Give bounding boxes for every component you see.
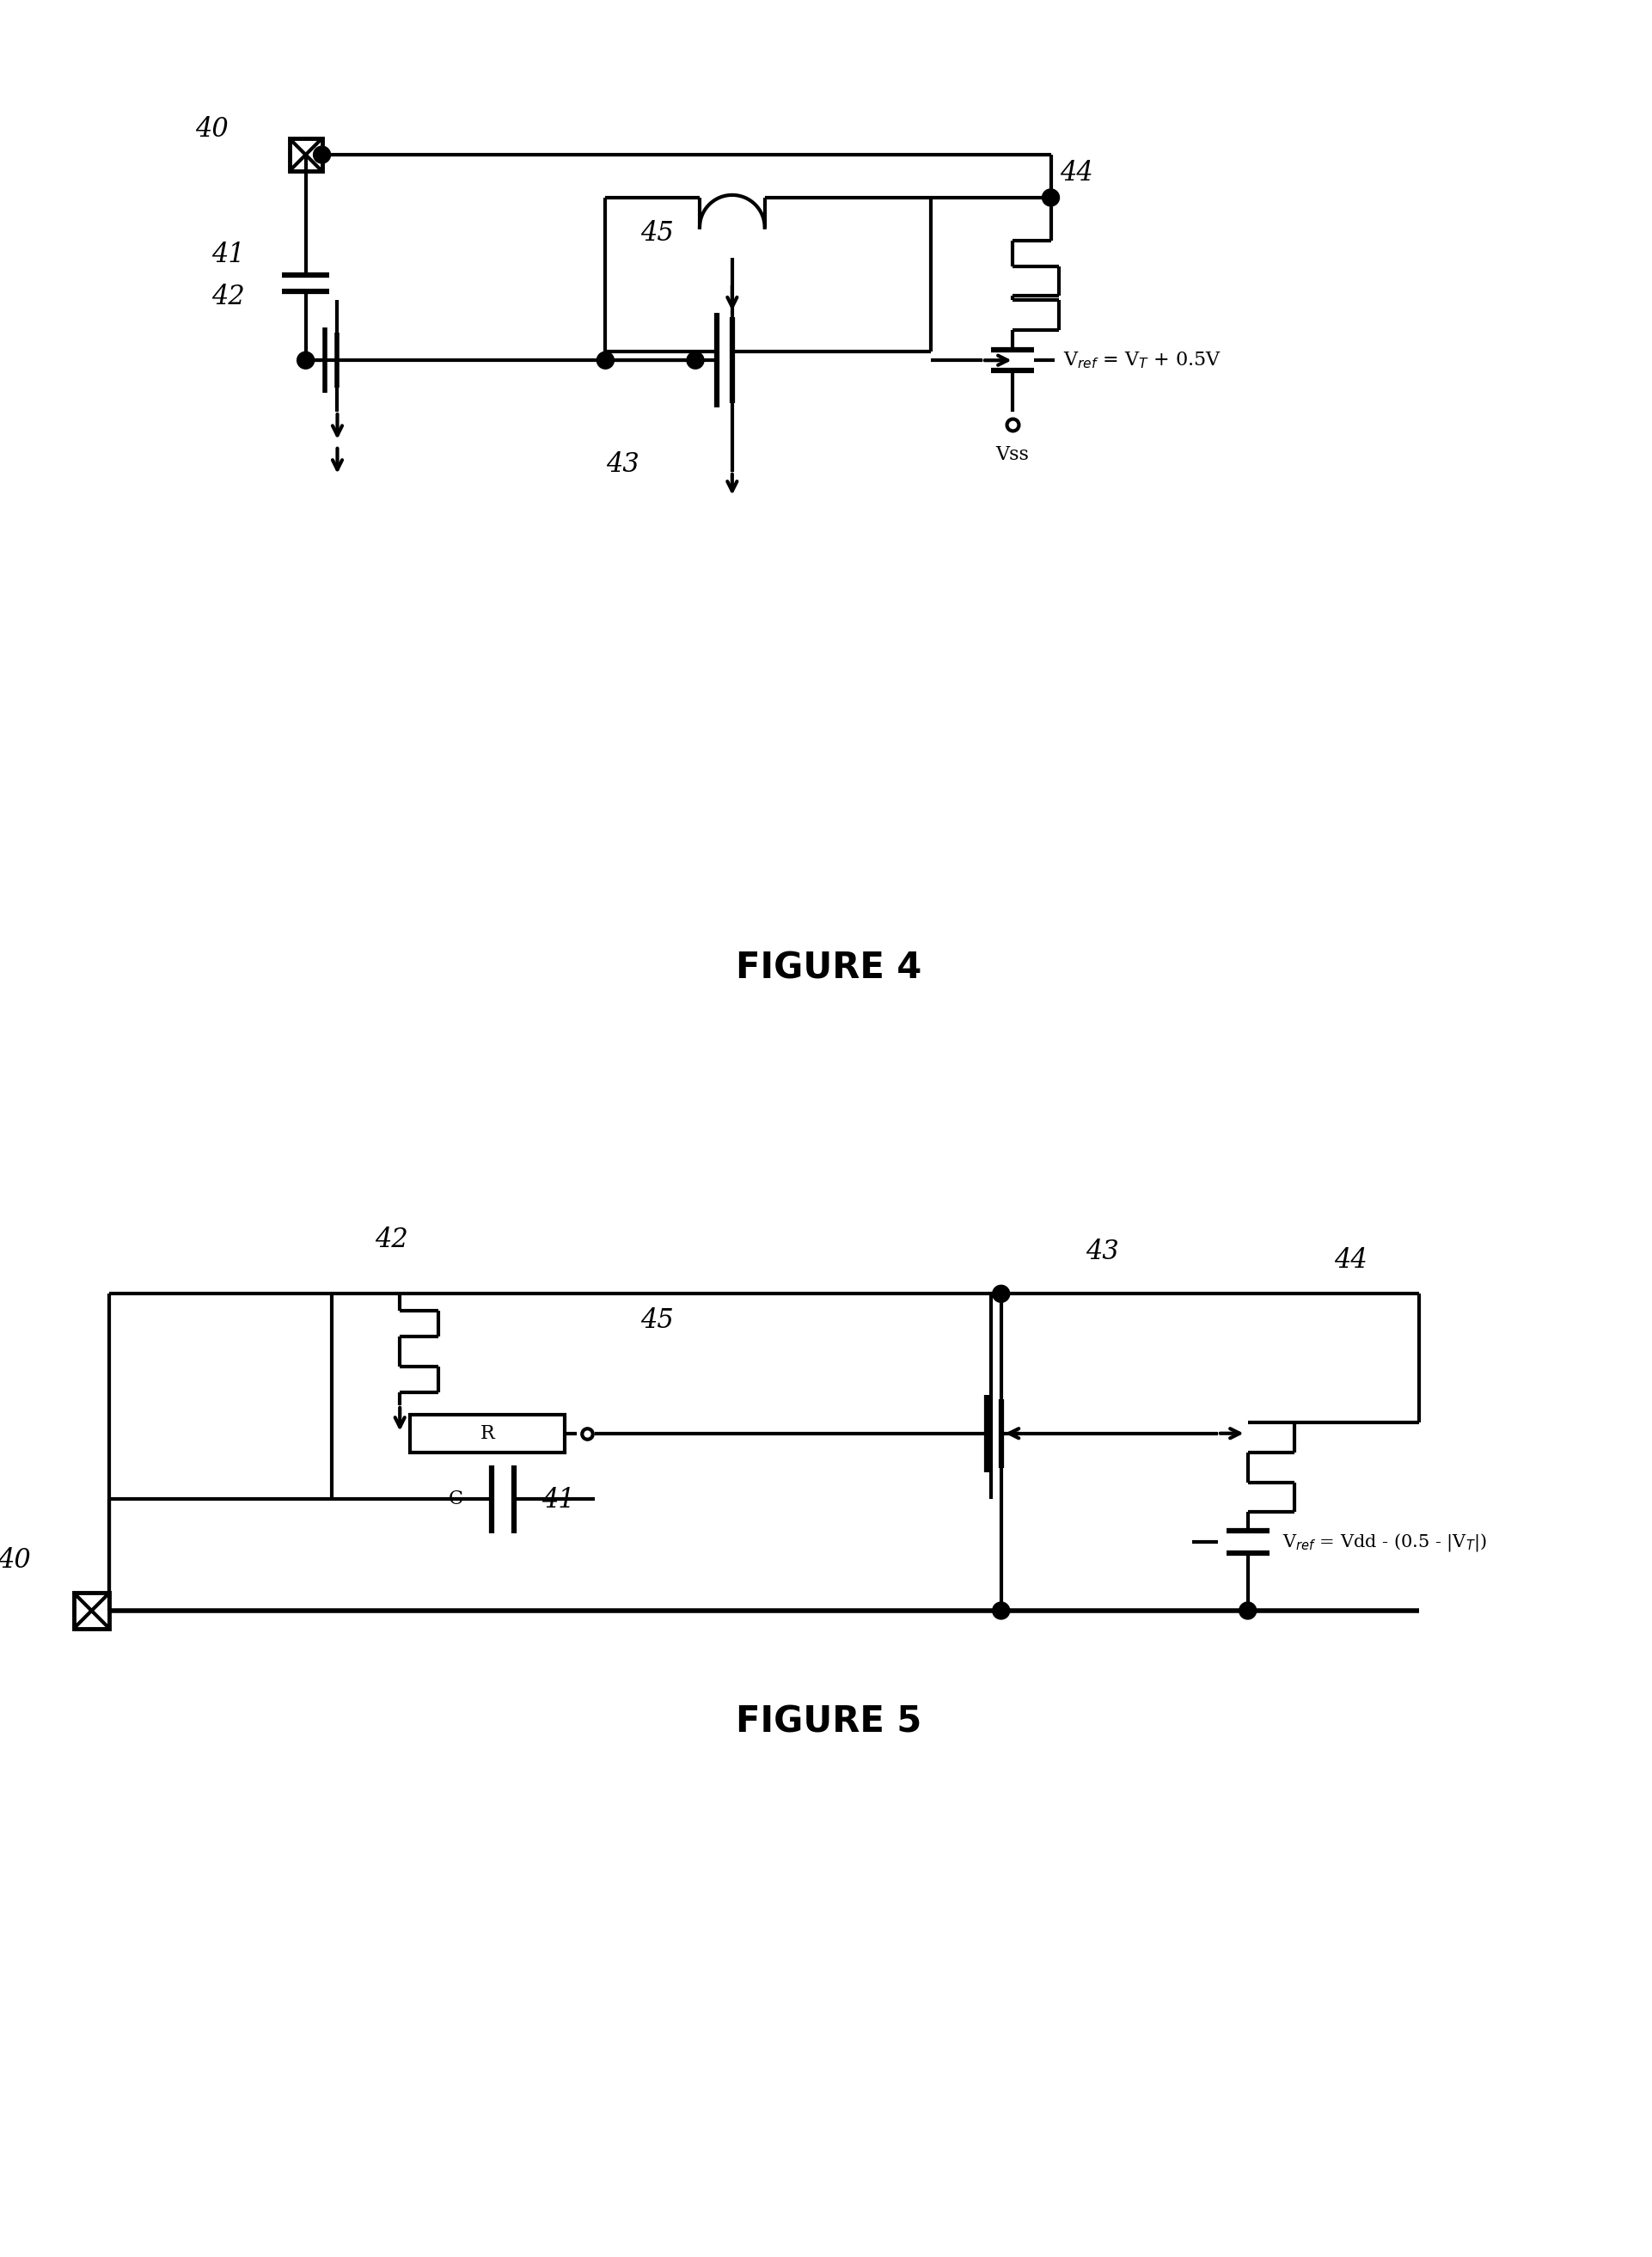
Text: R: R: [481, 1424, 494, 1442]
Circle shape: [314, 147, 330, 163]
Text: Vss: Vss: [996, 445, 1029, 465]
Text: 43: 43: [606, 451, 639, 478]
Text: 40: 40: [0, 1548, 31, 1573]
Text: V$_{ref}$ = Vdd - (0.5 - |V$_T$|): V$_{ref}$ = Vdd - (0.5 - |V$_T$|): [1282, 1533, 1487, 1553]
Text: 45: 45: [641, 1307, 674, 1334]
Bar: [410, 1415, 565, 1451]
Text: 40: 40: [195, 115, 228, 142]
Text: 44: 44: [1333, 1248, 1368, 1275]
Text: 45: 45: [641, 219, 674, 246]
Text: 41: 41: [211, 241, 244, 269]
Circle shape: [687, 352, 704, 368]
Circle shape: [1042, 190, 1059, 205]
Circle shape: [993, 1284, 1009, 1302]
Text: 44: 44: [1061, 160, 1094, 187]
Text: 42: 42: [211, 284, 244, 311]
Text: 42: 42: [375, 1226, 408, 1253]
Text: 43: 43: [1085, 1239, 1118, 1266]
Text: FIGURE 4: FIGURE 4: [737, 950, 922, 986]
Text: C: C: [448, 1490, 463, 1508]
Circle shape: [993, 1602, 1009, 1618]
Text: FIGURE 5: FIGURE 5: [737, 1704, 922, 1740]
Bar: [74, 1593, 109, 1630]
Circle shape: [596, 352, 615, 368]
Bar: [289, 138, 322, 172]
Circle shape: [297, 352, 314, 368]
Text: 41: 41: [542, 1487, 575, 1514]
Circle shape: [1239, 1602, 1256, 1618]
Text: V$_{ref}$ = V$_T$ + 0.5V: V$_{ref}$ = V$_T$ + 0.5V: [1064, 350, 1222, 370]
